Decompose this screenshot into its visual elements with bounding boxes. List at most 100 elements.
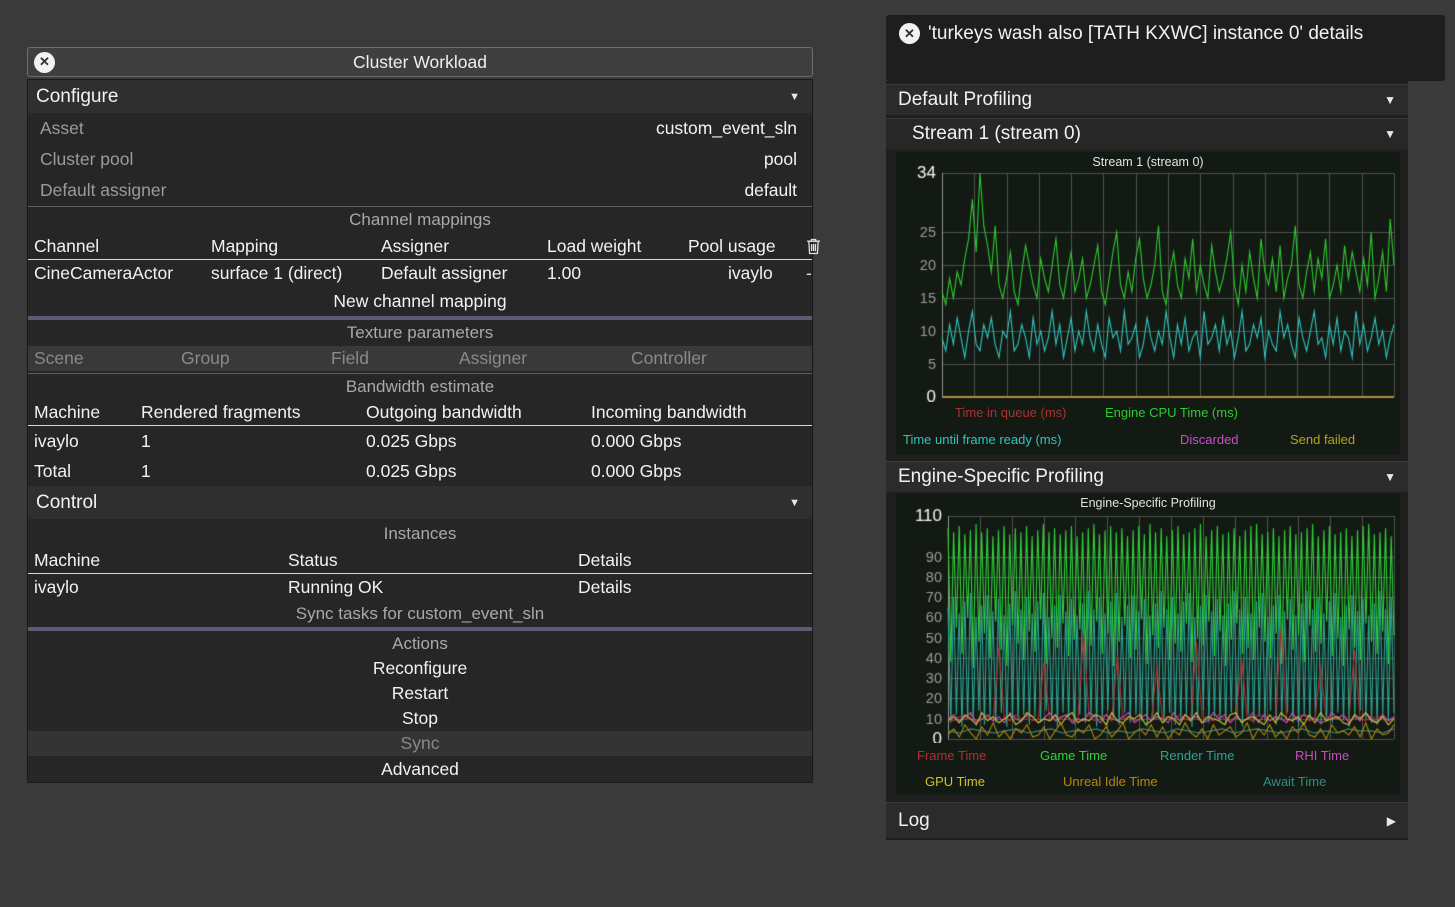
engine-profiling-header[interactable]: Engine-Specific Profiling ▼ xyxy=(886,461,1408,492)
default-assigner-label: Default assigner xyxy=(40,180,167,200)
asset-value[interactable]: custom_event_sln xyxy=(655,118,797,138)
chevron-down-icon: ▼ xyxy=(1384,470,1396,484)
instance-row[interactable]: ivaylo Running OK Details xyxy=(28,574,812,600)
bandwidth-header-row: Machine Rendered fragments Outgoing band… xyxy=(28,400,812,426)
stream-header[interactable]: Stream 1 (stream 0) ▼ xyxy=(886,118,1408,149)
engine-chart: Engine-Specific Profiling Frame Time Gam… xyxy=(896,493,1400,795)
legend-time-until-frame-ready: Time until frame ready (ms) xyxy=(903,432,1062,447)
cluster-pool-row: Cluster pool pool xyxy=(28,144,812,175)
instance-details-body: Default Profiling ▼ Stream 1 (stream 0) … xyxy=(886,81,1408,840)
window-title: Cluster Workload xyxy=(353,51,487,72)
col-tx-assigner: Assigner xyxy=(459,348,528,368)
col-field: Field xyxy=(331,348,369,368)
chevron-down-icon: ▼ xyxy=(1384,127,1396,141)
legend-await-time: Await Time xyxy=(1263,774,1327,789)
col-mapping: Mapping xyxy=(211,235,279,256)
section-divider xyxy=(28,627,812,631)
details-button[interactable]: Details xyxy=(578,576,632,597)
default-assigner-row: Default assigner default xyxy=(28,175,812,206)
control-section-header[interactable]: Control ▼ xyxy=(28,486,812,519)
col-machine: Machine xyxy=(34,550,101,570)
cluster-pool-value[interactable]: pool xyxy=(763,149,797,169)
stream-chart-canvas xyxy=(896,152,1400,402)
restart-button[interactable]: Restart xyxy=(391,683,449,703)
cell-delete: - xyxy=(806,263,812,283)
col-assigner: Assigner xyxy=(381,235,450,256)
configure-label: Configure xyxy=(36,85,119,107)
cluster-workload-titlebar[interactable]: ✕ Cluster Workload xyxy=(27,47,813,77)
log-header[interactable]: Log ▶ xyxy=(886,802,1408,838)
col-details: Details xyxy=(578,550,632,570)
col-controller: Controller xyxy=(631,348,707,368)
col-group: Group xyxy=(181,348,230,368)
chevron-down-icon: ▼ xyxy=(789,90,800,103)
instance-details-window: ✕ 'turkeys wash also [TATH KXWC] instanc… xyxy=(886,15,1445,840)
col-status: Status xyxy=(288,550,338,570)
section-divider xyxy=(28,316,812,320)
legend-game-time: Game Time xyxy=(1040,748,1108,763)
stream-chart: Stream 1 (stream 0) Time in queue (ms) E… xyxy=(896,152,1400,455)
control-label: Control xyxy=(36,491,98,513)
asset-row: Asset custom_event_sln xyxy=(28,113,812,144)
bandwidth-row-total: Total 1 0.025 Gbps 0.000 Gbps xyxy=(28,456,812,486)
col-outgoing-bandwidth: Outgoing bandwidth xyxy=(366,402,522,422)
cell-machine: Total xyxy=(34,460,71,481)
new-channel-mapping-button[interactable]: New channel mapping xyxy=(333,291,507,311)
chevron-down-icon: ▼ xyxy=(1384,93,1396,107)
engine-profiling-label: Engine-Specific Profiling xyxy=(898,466,1104,487)
sync-button: Sync xyxy=(28,731,812,756)
channel-mappings-header-row: Channel Mapping Assigner Load weight Poo… xyxy=(28,233,820,260)
close-icon[interactable]: ✕ xyxy=(34,51,55,73)
cell-machine: ivaylo xyxy=(34,576,79,597)
chevron-down-icon: ▼ xyxy=(789,496,800,509)
default-profiling-header[interactable]: Default Profiling ▼ xyxy=(886,84,1408,115)
cluster-pool-label: Cluster pool xyxy=(40,149,134,169)
instances-title: Instances xyxy=(383,523,457,543)
cell-channel: CineCameraActor xyxy=(34,263,174,283)
cell-fragments: 1 xyxy=(141,430,151,451)
cell-assigner: Default assigner xyxy=(381,263,508,283)
sync-tasks-title: Sync tasks for custom_event_sln xyxy=(295,603,545,623)
cell-incoming: 0.000 Gbps xyxy=(591,430,682,451)
default-profiling-label: Default Profiling xyxy=(898,89,1033,110)
stream-label: Stream 1 (stream 0) xyxy=(912,123,1081,144)
configure-section-header[interactable]: Configure ▼ xyxy=(28,80,812,113)
asset-label: Asset xyxy=(40,118,84,138)
col-rendered-fragments: Rendered fragments xyxy=(141,402,301,422)
cell-machine: ivaylo xyxy=(34,430,79,451)
texture-parameters-header-row: Scene Group Field Assigner Controller xyxy=(28,346,812,371)
channel-mapping-row[interactable]: CineCameraActor surface 1 (direct) Defau… xyxy=(28,260,812,287)
cluster-workload-content: Configure ▼ Asset custom_event_sln Clust… xyxy=(27,79,820,783)
cell-status: Running OK xyxy=(288,576,384,597)
legend-unreal-idle-time: Unreal Idle Time xyxy=(1063,774,1158,789)
default-assigner-value[interactable]: default xyxy=(744,180,797,200)
stream-chart-title: Stream 1 (stream 0) xyxy=(1092,155,1204,169)
engine-chart-canvas xyxy=(896,493,1400,743)
cell-outgoing: 0.025 Gbps xyxy=(366,430,457,451)
col-machine: Machine xyxy=(34,402,101,422)
col-pool-usage: Pool usage xyxy=(688,235,776,256)
legend-engine-cpu-time: Engine CPU Time (ms) xyxy=(1105,405,1238,420)
reconfigure-button[interactable]: Reconfigure xyxy=(372,658,468,678)
stop-button[interactable]: Stop xyxy=(402,708,438,728)
cell-fragments: 1 xyxy=(141,460,151,481)
legend-send-failed: Send failed xyxy=(1290,432,1356,447)
window-title: 'turkeys wash also [TATH KXWC] instance … xyxy=(928,23,1364,44)
instance-details-titlebar[interactable]: ✕ 'turkeys wash also [TATH KXWC] instanc… xyxy=(886,15,1445,81)
legend-time-in-queue: Time in queue (ms) xyxy=(955,405,1067,420)
col-incoming-bandwidth: Incoming bandwidth xyxy=(591,402,747,422)
chevron-right-icon: ▶ xyxy=(1386,813,1396,828)
advanced-button[interactable]: Advanced xyxy=(381,758,459,779)
close-icon[interactable]: ✕ xyxy=(899,23,920,44)
legend-discarded: Discarded xyxy=(1180,432,1239,447)
legend-rhi-time: RHI Time xyxy=(1295,748,1350,763)
actions-title: Actions xyxy=(392,633,448,653)
texture-parameters-title: Texture parameters xyxy=(346,323,494,342)
col-channel: Channel xyxy=(34,235,100,256)
log-label: Log xyxy=(898,809,930,831)
channel-mappings-title: Channel mappings xyxy=(28,206,812,233)
trash-icon[interactable] xyxy=(806,238,837,255)
cell-mapping: surface 1 (direct) xyxy=(211,263,343,283)
cell-pool-usage: ivaylo xyxy=(728,263,773,283)
